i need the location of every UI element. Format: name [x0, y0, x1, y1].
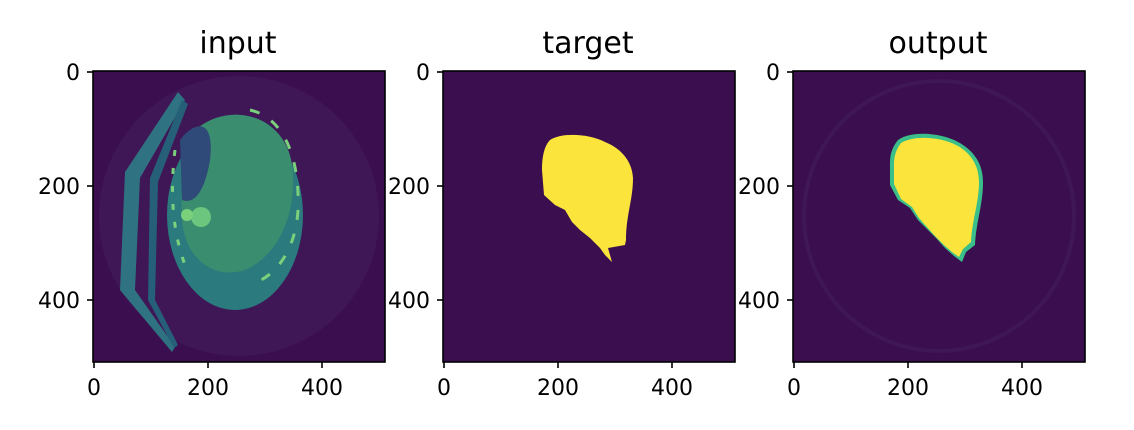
x-tick-label: 0	[787, 376, 801, 401]
output-axes: output 0 200 400 0 200	[738, 26, 1086, 401]
panel-title: input	[199, 26, 276, 61]
axes-frame	[442, 70, 736, 363]
x-tick-label: 400	[1001, 376, 1043, 401]
y-tick-label: 200	[388, 175, 430, 200]
y-tick-label: 400	[738, 289, 780, 314]
panel-title: target	[542, 26, 633, 61]
y-tick-label: 200	[38, 175, 80, 200]
panel-target: target 0 200 400 0 200 400	[350, 0, 736, 430]
target-axes: target 0 200 400 0 200 400	[388, 26, 736, 401]
y-axis: 0 200 400	[738, 61, 793, 314]
y-tick-label: 0	[766, 61, 780, 86]
x-tick-label: 400	[301, 376, 343, 401]
y-tick-label: 400	[38, 289, 80, 314]
y-tick-label: 0	[416, 61, 430, 86]
x-tick-label: 200	[537, 376, 579, 401]
y-tick-label: 0	[66, 61, 80, 86]
y-axis: 0 200 400	[388, 61, 443, 314]
x-axis: 0 200 400	[787, 362, 1043, 401]
panel-input: input	[0, 0, 386, 430]
target-image	[443, 71, 735, 362]
input-axes: input	[38, 26, 386, 401]
input-image	[93, 71, 385, 362]
panel-title: output	[889, 26, 988, 61]
x-tick-label: 0	[87, 376, 101, 401]
x-tick-label: 400	[651, 376, 693, 401]
y-tick-label: 400	[388, 289, 430, 314]
x-tick-label: 200	[887, 376, 929, 401]
panel-output: output 0 200 400 0 200	[700, 0, 1086, 430]
output-image	[793, 71, 1085, 362]
x-tick-label: 0	[437, 376, 451, 401]
x-axis: 0 200 400	[87, 362, 343, 401]
y-axis: 0 200 400	[38, 61, 93, 314]
axes-frame	[792, 70, 1086, 363]
y-tick-label: 200	[738, 175, 780, 200]
x-axis: 0 200 400	[437, 362, 693, 401]
x-tick-label: 200	[187, 376, 229, 401]
axes-frame	[92, 70, 386, 363]
